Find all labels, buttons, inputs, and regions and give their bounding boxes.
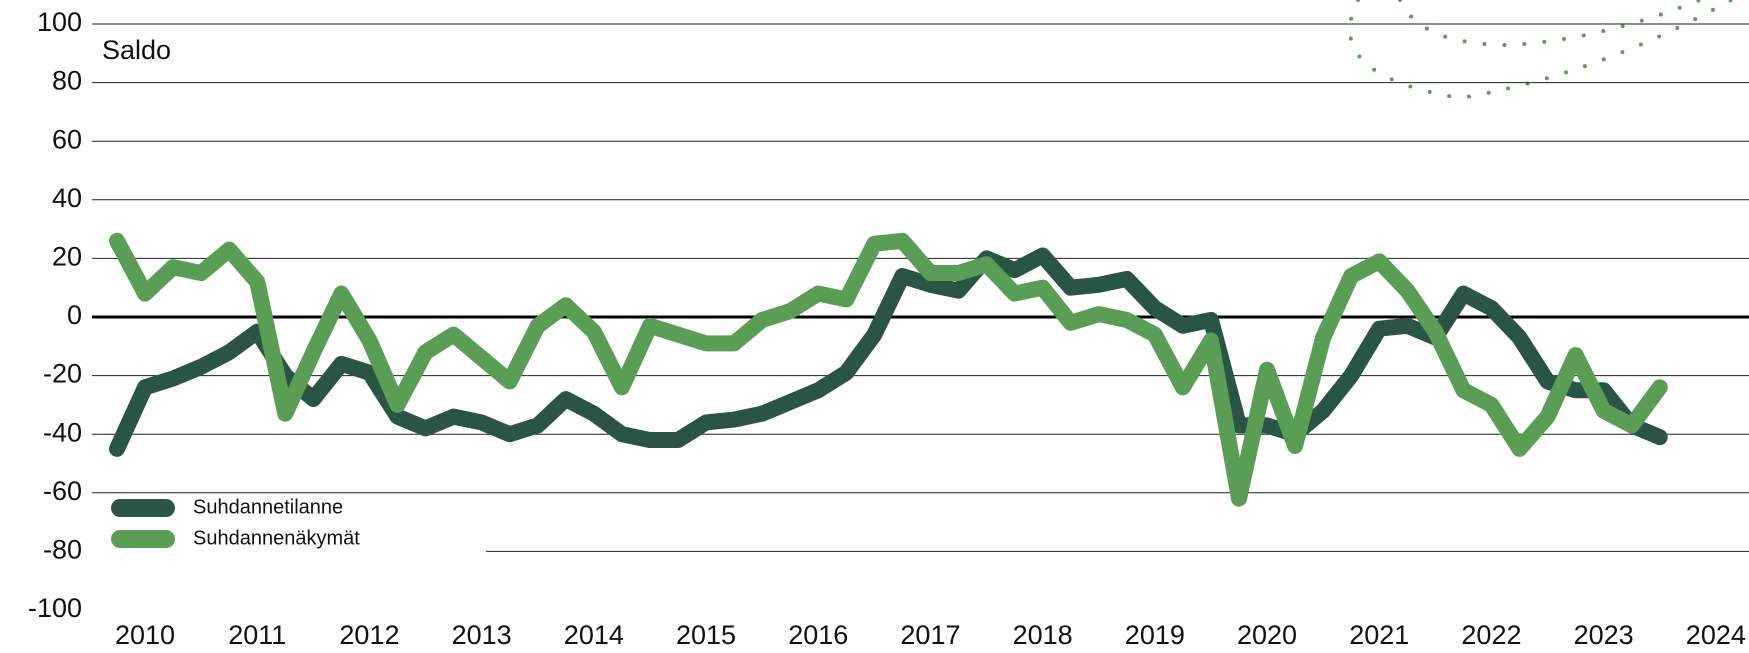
x-tick-label: 2012 (339, 620, 399, 650)
y-tick-label: -20 (43, 359, 82, 389)
decoration (1347, 0, 1736, 101)
x-tick-label: 2016 (788, 620, 848, 650)
x-tick-label: 2017 (900, 620, 960, 650)
series-line (109, 247, 1668, 457)
y-tick-label: -100 (28, 593, 82, 623)
x-tick-label: 2011 (228, 620, 286, 650)
legend-label: Suhdannetilanne (193, 496, 343, 518)
y-tick-label: 60 (52, 124, 82, 154)
y-tick-label: -80 (43, 535, 82, 565)
y-tick-label: 100 (37, 7, 82, 37)
y-tick-label: -40 (43, 417, 82, 447)
x-tick-label: 2010 (115, 620, 175, 650)
x-tick-label: 2015 (676, 620, 736, 650)
dotted-arc (1347, 0, 1736, 101)
y-tick-label: 20 (52, 242, 82, 272)
y-axis-label: Saldo (102, 35, 171, 65)
x-tick-label: 2014 (564, 620, 624, 650)
x-tick-label: 2022 (1461, 620, 1521, 650)
x-tick-label: 2019 (1125, 620, 1185, 650)
y-tick-label: 0 (67, 300, 82, 330)
dotted-arc (1398, 0, 1702, 48)
y-tick-label: 40 (52, 183, 82, 213)
x-tick-label: 2023 (1574, 620, 1634, 650)
y-tick-label: 80 (52, 66, 82, 96)
x-tick-label: 2018 (1013, 620, 1073, 650)
x-tick-label: 2021 (1349, 620, 1409, 650)
x-tick-label: 2020 (1237, 620, 1297, 650)
legend-label: Suhdannenäkymät (193, 527, 360, 549)
x-tick-label: 2013 (452, 620, 512, 650)
x-tick-label: 2024 (1686, 620, 1746, 650)
series-line (109, 232, 1668, 507)
y-tick-label: -60 (43, 476, 82, 506)
